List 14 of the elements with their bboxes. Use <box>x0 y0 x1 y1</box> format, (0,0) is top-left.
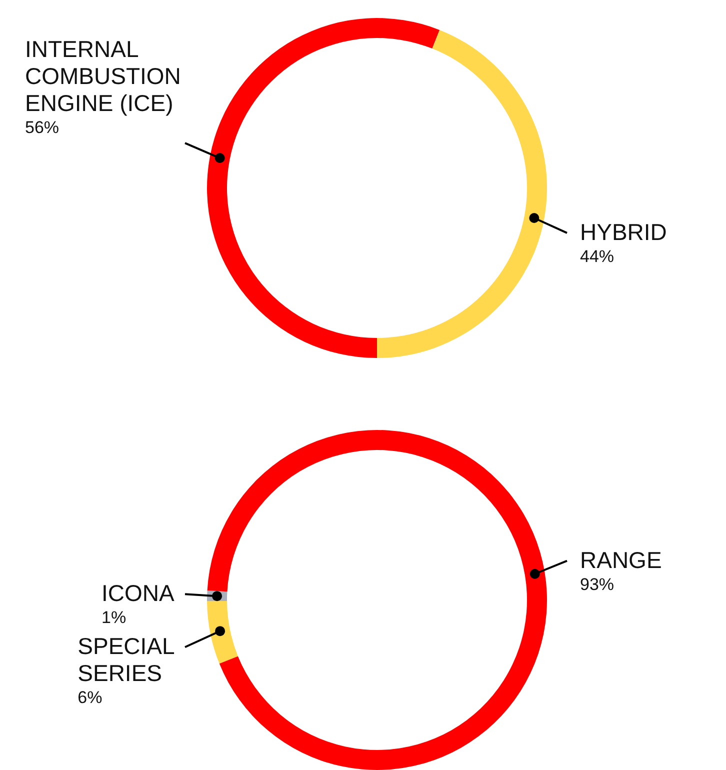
slice-label: HYBRID <box>580 218 667 245</box>
data-label: 44% <box>580 246 614 266</box>
data-label: 56% <box>25 118 60 138</box>
data-label: 93% <box>580 574 614 594</box>
donut-slice <box>377 30 547 358</box>
data-label: 6% <box>78 688 102 708</box>
donut-slice <box>207 18 440 358</box>
slice-label: SPECIAL SERIES <box>78 633 175 686</box>
donut-slice <box>207 430 547 770</box>
slice-label: RANGE <box>580 546 662 573</box>
slice-label: INTERNAL COMBUSTION ENGINE (ICE) <box>25 36 181 116</box>
data-label: 1% <box>102 608 126 628</box>
slice-label: ICONA <box>102 580 175 606</box>
donut-slice <box>207 601 238 664</box>
